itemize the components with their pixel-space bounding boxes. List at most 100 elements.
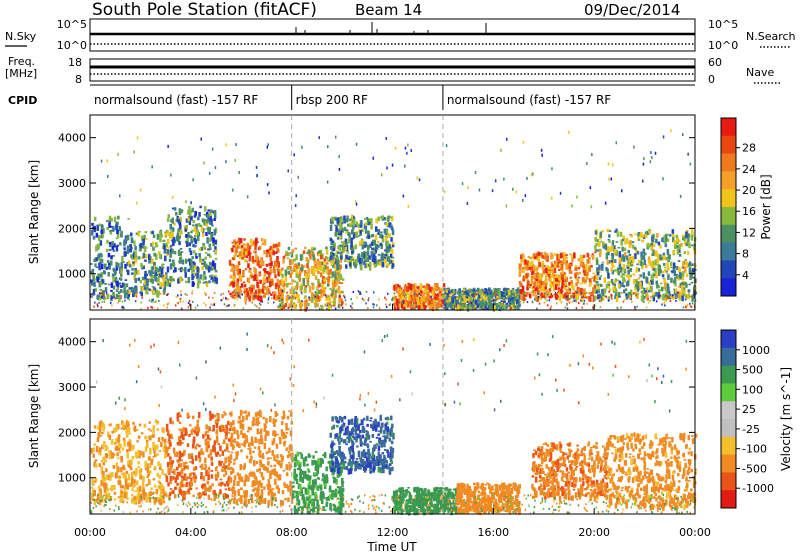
echo-cell bbox=[117, 215, 120, 220]
echo-cell bbox=[158, 253, 162, 259]
echo-cell bbox=[583, 270, 587, 276]
echo-cell bbox=[130, 237, 134, 244]
echo-cell bbox=[500, 306, 503, 309]
echo-cell bbox=[108, 222, 111, 228]
echo-cell bbox=[349, 259, 352, 265]
echo-cell bbox=[293, 280, 296, 283]
echo-cell bbox=[136, 440, 139, 443]
echo-cell bbox=[484, 288, 487, 294]
echo-cell bbox=[583, 299, 586, 302]
echo-cell bbox=[250, 494, 254, 499]
echo-cell bbox=[214, 270, 218, 273]
echo-cell bbox=[187, 209, 190, 215]
echo-cell bbox=[300, 285, 303, 291]
echo-cell bbox=[275, 251, 278, 254]
echo-cell bbox=[288, 464, 291, 471]
echo-cell bbox=[391, 263, 395, 268]
echo-cell bbox=[205, 227, 208, 230]
echo-cell bbox=[351, 229, 354, 235]
echo-cell bbox=[185, 482, 189, 485]
echo-cell bbox=[688, 242, 691, 249]
echo-cell bbox=[151, 306, 154, 309]
echo-cell bbox=[117, 439, 121, 442]
echo-cell bbox=[653, 266, 656, 269]
echo-cell bbox=[532, 292, 535, 296]
echo-cell bbox=[329, 268, 333, 273]
echo-cell bbox=[272, 269, 275, 273]
echo-cell bbox=[613, 251, 616, 256]
echo-cell bbox=[588, 266, 591, 272]
echo-cell bbox=[299, 254, 303, 261]
echo-cell bbox=[421, 305, 424, 311]
echo-cell bbox=[170, 239, 174, 242]
echo-cell bbox=[205, 281, 208, 284]
echo-cell bbox=[294, 247, 298, 250]
echo-cell bbox=[181, 259, 185, 265]
echo-cell bbox=[539, 280, 542, 287]
echo-cell bbox=[153, 262, 156, 266]
echo-cell bbox=[118, 291, 121, 295]
echo-cell bbox=[197, 216, 200, 221]
echo-cell bbox=[436, 283, 439, 289]
echo-cell bbox=[162, 485, 165, 490]
echo-cell bbox=[470, 301, 473, 304]
echo-cell bbox=[244, 410, 247, 414]
echo-cell bbox=[529, 283, 532, 286]
echo-cell bbox=[101, 422, 105, 428]
echo-cell bbox=[169, 459, 172, 466]
echo-cell bbox=[588, 292, 591, 295]
echo-cell bbox=[553, 285, 556, 292]
echo-cell bbox=[466, 296, 468, 299]
echo-cell bbox=[96, 224, 99, 231]
echo-cell bbox=[267, 272, 271, 275]
echo-cell bbox=[577, 258, 580, 262]
echo-cell bbox=[219, 482, 222, 487]
echo-cell bbox=[481, 304, 483, 307]
echo-cell bbox=[90, 450, 94, 454]
echo-cell bbox=[132, 287, 136, 290]
echo-cell bbox=[684, 295, 688, 298]
echo-cell bbox=[173, 222, 176, 226]
echo-cell bbox=[348, 262, 352, 267]
echo-cell bbox=[314, 302, 317, 308]
echo-cell bbox=[281, 500, 284, 506]
echo-cell bbox=[623, 298, 626, 301]
echo-cell bbox=[635, 294, 637, 297]
echo-cell bbox=[97, 485, 101, 489]
echo-cell bbox=[633, 292, 635, 295]
echo-cell bbox=[113, 427, 116, 433]
echo-cell bbox=[410, 149, 412, 152]
echo-cell bbox=[133, 252, 136, 259]
echo-cell bbox=[594, 230, 598, 235]
echo-cell bbox=[409, 283, 413, 291]
echo-cell bbox=[136, 487, 139, 491]
echo-cell bbox=[207, 226, 210, 233]
echo-cell bbox=[593, 284, 597, 290]
echo-cell bbox=[475, 293, 477, 296]
echo-cell bbox=[106, 293, 108, 296]
echo-cell bbox=[236, 291, 239, 294]
echo-cell bbox=[592, 254, 595, 260]
echo-cell bbox=[681, 281, 684, 286]
echo-cell bbox=[108, 248, 112, 251]
echo-cell bbox=[258, 299, 261, 302]
echo-cell bbox=[209, 275, 212, 278]
echo-cell bbox=[365, 290, 368, 293]
echo-cell bbox=[595, 249, 598, 252]
echo-cell bbox=[297, 276, 301, 280]
echo-cell bbox=[254, 239, 258, 246]
echo-cell bbox=[620, 275, 623, 278]
echo-cell bbox=[217, 482, 221, 486]
echo-cell bbox=[358, 257, 362, 264]
echo-cell bbox=[678, 239, 681, 242]
echo-cell bbox=[544, 284, 547, 290]
echo-cell bbox=[155, 266, 158, 273]
echo-cell bbox=[640, 256, 644, 260]
echo-cell bbox=[515, 297, 519, 304]
echo-cell bbox=[157, 437, 161, 442]
echo-cell bbox=[418, 292, 420, 295]
echo-cell bbox=[534, 287, 538, 292]
echo-cell bbox=[615, 141, 617, 145]
echo-cell bbox=[146, 463, 149, 469]
echo-cell bbox=[266, 145, 268, 149]
